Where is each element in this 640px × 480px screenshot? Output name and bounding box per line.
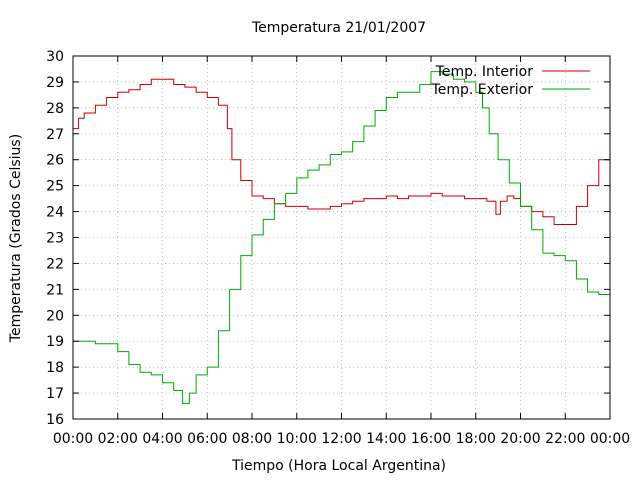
y-tick-label: 20 bbox=[46, 308, 64, 324]
y-tick-label: 24 bbox=[46, 205, 64, 221]
x-tick-label: 18:00 bbox=[456, 431, 496, 447]
x-tick-label: 00:00 bbox=[53, 431, 93, 447]
y-tick-label: 26 bbox=[46, 153, 64, 169]
x-tick-label: 00:00 bbox=[590, 431, 630, 447]
y-tick-label: 27 bbox=[46, 127, 64, 143]
x-tick-label: 02:00 bbox=[98, 431, 138, 447]
y-axis-ticks: 16 17 18 19 20 21 22 23 24 25 26 27 28 29 30 bbox=[46, 49, 610, 428]
legend: Temp. Interior Temp. Exterior bbox=[431, 64, 590, 98]
y-tick-label: 25 bbox=[46, 179, 64, 195]
x-axis-label: Tiempo (Hora Local Argentina) bbox=[231, 458, 446, 474]
legend-label: Temp. Exterior bbox=[431, 82, 534, 98]
grid bbox=[73, 56, 610, 419]
y-axis-label: Temperatura (Grados Celsius) bbox=[8, 134, 24, 343]
x-tick-label: 12:00 bbox=[321, 431, 361, 447]
x-tick-label: 16:00 bbox=[411, 431, 451, 447]
series-line-1 bbox=[73, 71, 611, 404]
y-tick-label: 19 bbox=[46, 334, 64, 350]
x-tick-label: 20:00 bbox=[500, 431, 540, 447]
x-tick-label: 08:00 bbox=[232, 431, 272, 447]
legend-label: Temp. Interior bbox=[435, 64, 534, 80]
series-lines bbox=[73, 71, 611, 404]
y-tick-label: 18 bbox=[46, 360, 64, 376]
y-tick-label: 29 bbox=[46, 75, 64, 91]
y-tick-label: 22 bbox=[46, 256, 64, 272]
x-tick-label: 06:00 bbox=[187, 431, 227, 447]
x-tick-label: 04:00 bbox=[142, 431, 182, 447]
y-tick-label: 23 bbox=[46, 231, 64, 247]
y-tick-label: 21 bbox=[46, 282, 64, 298]
chart-title: Temperatura 21/01/2007 bbox=[251, 20, 426, 36]
y-tick-label: 28 bbox=[46, 101, 64, 117]
y-tick-label: 16 bbox=[46, 412, 64, 428]
x-tick-label: 22:00 bbox=[545, 431, 585, 447]
y-tick-label: 17 bbox=[46, 386, 64, 402]
x-axis-ticks: 00:00 02:00 04:00 06:00 08:00 10:00 12:00 14:00… bbox=[53, 56, 630, 447]
x-tick-label: 10:00 bbox=[277, 431, 317, 447]
y-tick-label: 30 bbox=[46, 49, 64, 65]
x-tick-label: 14:00 bbox=[366, 431, 406, 447]
